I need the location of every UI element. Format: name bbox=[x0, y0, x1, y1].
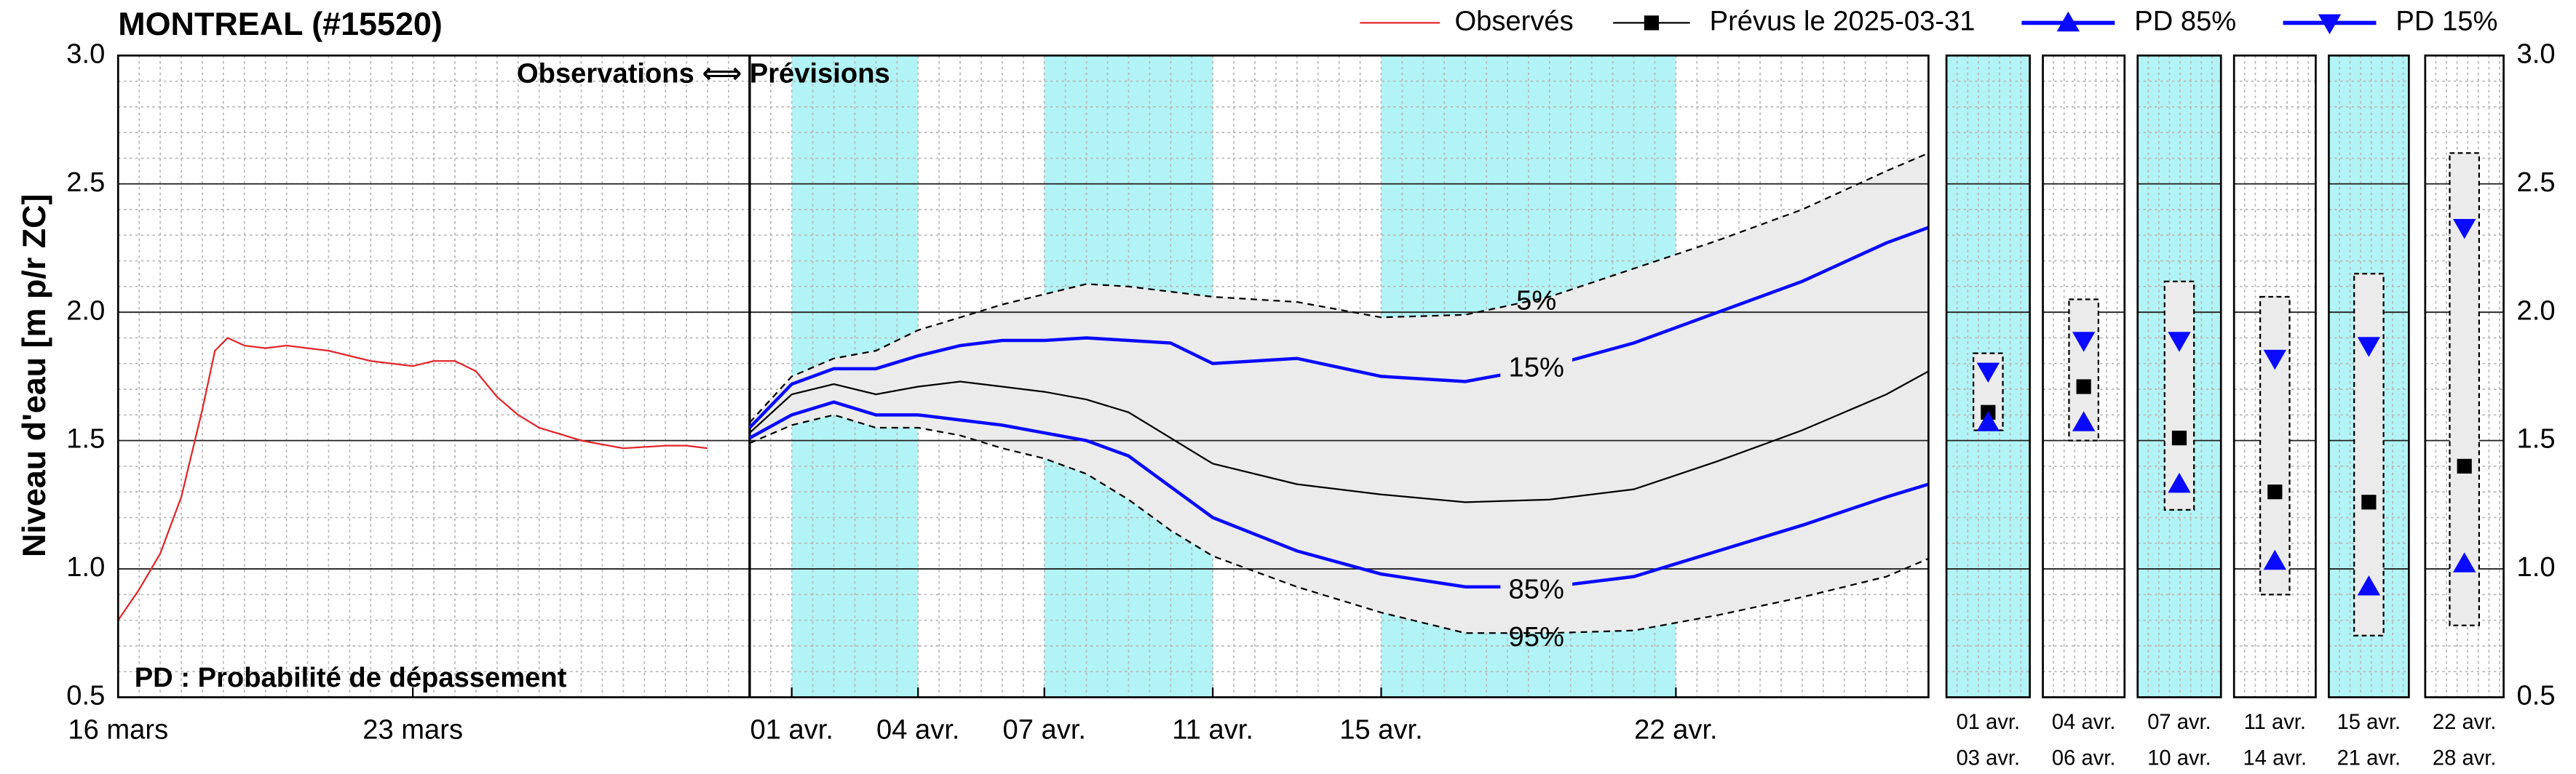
period-label: 01 avr. bbox=[1957, 711, 2021, 734]
x-tick-label: 15 avr. bbox=[1339, 714, 1423, 746]
marker-square bbox=[1644, 15, 1660, 31]
panel-frame bbox=[1945, 54, 2031, 698]
y-tick-label: 2.0 bbox=[66, 295, 105, 326]
x-tick-label: 22 avr. bbox=[1634, 714, 1718, 746]
x-tick-label: 16 mars bbox=[68, 714, 168, 746]
panel-frame bbox=[2328, 54, 2410, 698]
marker-triangle-up bbox=[2056, 11, 2080, 32]
series-line bbox=[749, 370, 1929, 503]
marker-triangle-down bbox=[2318, 14, 2342, 35]
marker-square bbox=[2457, 458, 2472, 474]
x-tick-label: 07 avr. bbox=[1003, 714, 1087, 746]
y-axis-label: Niveau d'eau [m p/r ZC] bbox=[15, 194, 52, 557]
marker-triangle-up bbox=[2357, 575, 2381, 596]
y-tick-label: 3.0 bbox=[66, 38, 105, 69]
series-line bbox=[749, 414, 1929, 634]
period-label: 22 avr. bbox=[2433, 711, 2497, 734]
period-label: 10 avr. bbox=[2147, 747, 2211, 770]
period-label: 06 avr. bbox=[2052, 747, 2116, 770]
envelope-area bbox=[749, 153, 1929, 634]
period-label: 03 avr. bbox=[1957, 747, 2021, 770]
y2-tick-label: 2.5 bbox=[2517, 167, 2556, 198]
marker-triangle-up bbox=[1976, 411, 2000, 431]
panel-frame bbox=[2232, 54, 2317, 698]
series-label: 95% bbox=[1509, 621, 1564, 653]
range-box bbox=[2163, 280, 2195, 511]
marker-triangle-up bbox=[2168, 472, 2191, 493]
marker-triangle-up bbox=[2452, 552, 2476, 572]
series-line bbox=[748, 226, 1930, 429]
marker-square bbox=[2267, 484, 2283, 500]
panel-frame bbox=[2042, 54, 2126, 698]
marker-square bbox=[2361, 495, 2377, 510]
marker-triangle-down bbox=[1976, 362, 2000, 383]
legend-label: Observés bbox=[1454, 6, 1573, 37]
y2-tick-label: 1.0 bbox=[2517, 551, 2556, 583]
range-box bbox=[2259, 295, 2291, 596]
y-tick-label: 2.5 bbox=[66, 167, 105, 198]
range-box bbox=[2353, 273, 2385, 637]
marker-triangle-down bbox=[2263, 349, 2287, 370]
marker-triangle-down bbox=[2072, 332, 2096, 352]
marker-square bbox=[2076, 379, 2091, 394]
y-tick-label: 0.5 bbox=[66, 680, 105, 711]
marker-triangle-up bbox=[2263, 549, 2287, 570]
series-line bbox=[749, 152, 1929, 423]
y2-tick-label: 1.5 bbox=[2517, 423, 2556, 455]
marker-triangle-up bbox=[2072, 411, 2096, 431]
period-label: 07 avr. bbox=[2147, 711, 2211, 734]
period-label: 15 avr. bbox=[2337, 711, 2401, 734]
y-tick-label: 1.5 bbox=[66, 423, 105, 455]
x-tick-label: 01 avr. bbox=[750, 714, 833, 746]
series-label: 85% bbox=[1509, 574, 1564, 605]
legend-label: PD 15% bbox=[2395, 6, 2497, 37]
chart-title: MONTREAL (#15520) bbox=[118, 5, 443, 42]
x-tick-label: 23 mars bbox=[362, 714, 463, 746]
x-tick-label: 04 avr. bbox=[876, 714, 960, 746]
marker-triangle-down bbox=[2168, 332, 2191, 352]
period-label: 14 avr. bbox=[2243, 747, 2307, 770]
marker-triangle-down bbox=[2357, 337, 2381, 357]
period-label: 28 avr. bbox=[2433, 747, 2497, 770]
y2-tick-label: 2.0 bbox=[2517, 295, 2556, 326]
period-label: 21 avr. bbox=[2337, 747, 2401, 770]
period-label: 04 avr. bbox=[2052, 711, 2116, 734]
series-label: 15% bbox=[1509, 351, 1564, 383]
y2-tick-label: 0.5 bbox=[2517, 680, 2556, 711]
series-label-background bbox=[1500, 352, 1573, 386]
marker-triangle-down bbox=[2452, 218, 2476, 239]
x-tick-label: 11 avr. bbox=[1172, 714, 1253, 746]
series-label: 5% bbox=[1516, 284, 1556, 316]
annotation: Observations ⟺ Prévisions bbox=[517, 57, 890, 89]
plot-frame bbox=[116, 54, 1930, 698]
period-label: 11 avr. bbox=[2244, 711, 2306, 734]
series-label-background bbox=[1500, 575, 1573, 608]
panel-frame bbox=[2136, 54, 2222, 698]
marker-square bbox=[2171, 430, 2187, 446]
y-tick-label: 1.0 bbox=[66, 551, 105, 583]
panel-frame bbox=[2424, 54, 2505, 698]
legend-label: PD 85% bbox=[2134, 6, 2236, 37]
legend-label: Prévus le 2025-03-31 bbox=[1710, 6, 1975, 37]
series-line bbox=[117, 337, 708, 621]
series-line bbox=[748, 400, 1930, 589]
y2-tick-label: 3.0 bbox=[2517, 38, 2556, 69]
annotation: PD : Probabilité de dépassement bbox=[135, 662, 567, 693]
